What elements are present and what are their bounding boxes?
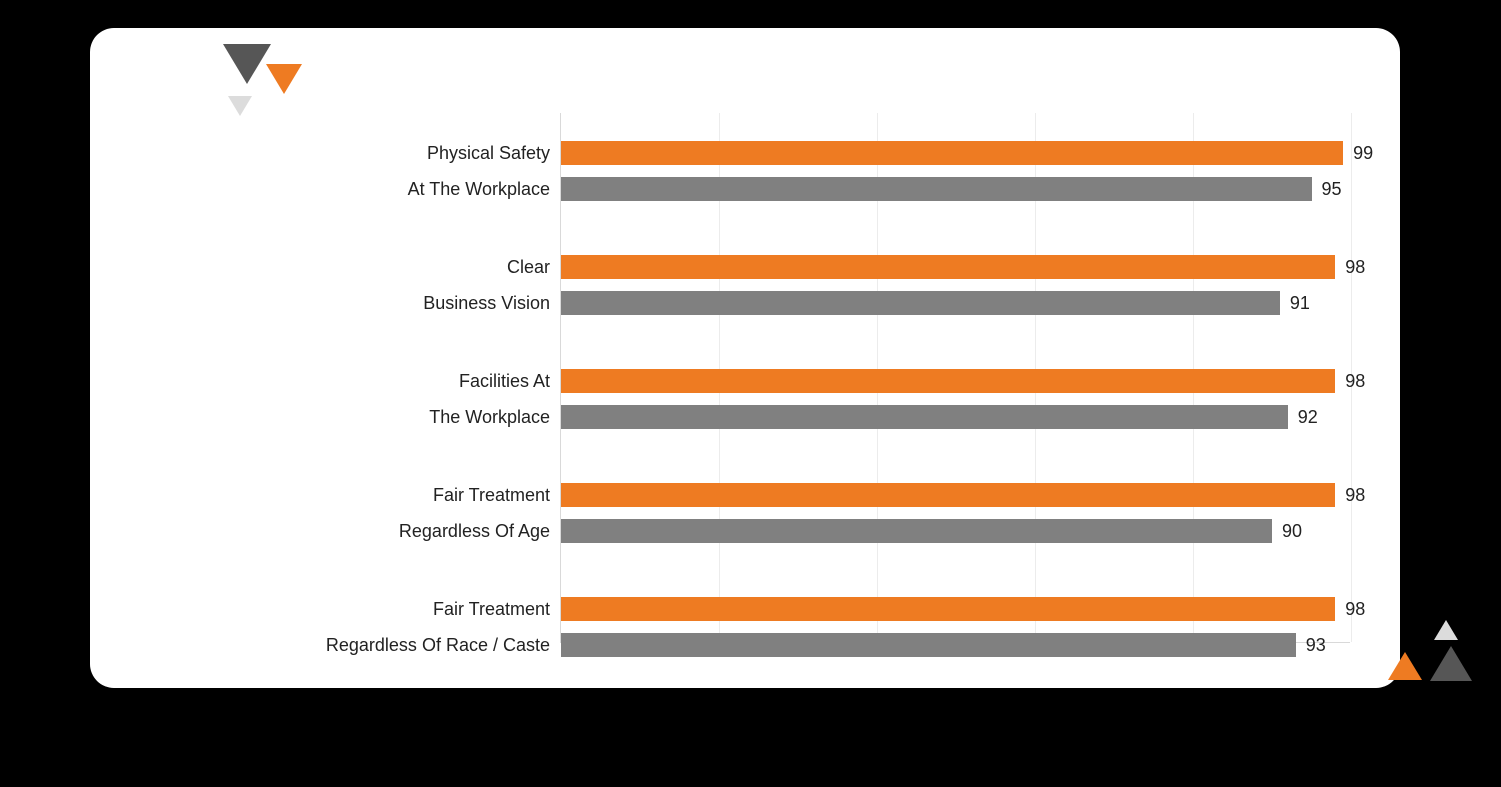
- chart-card: Physical Safety At The Workplace 99 95 Clear…: [90, 28, 1400, 688]
- group-label-line2: At The Workplace: [270, 177, 550, 201]
- bar-value-secondary: 95: [1322, 177, 1342, 201]
- tri-top-light: [228, 96, 252, 116]
- group-label-line1: Fair Treatment: [270, 483, 550, 507]
- bar-value-primary: 99: [1353, 141, 1373, 165]
- group-label-line1: Facilities At: [270, 369, 550, 393]
- tri-top-orange: [266, 64, 302, 94]
- bar-value-primary: 98: [1345, 483, 1365, 507]
- group-label-line1: Fair Treatment: [270, 597, 550, 621]
- bar-chart: Physical Safety At The Workplace 99 95 Clear…: [270, 113, 1370, 643]
- bar-value-secondary: 91: [1290, 291, 1310, 315]
- tri-bot-light: [1434, 620, 1458, 640]
- group-label-line2: Regardless Of Race / Caste: [270, 633, 550, 657]
- bar-primary: [561, 255, 1335, 279]
- group-label-line2: Business Vision: [270, 291, 550, 315]
- bar-value-primary: 98: [1345, 597, 1365, 621]
- bar-value-primary: 98: [1345, 255, 1365, 279]
- bar-secondary: [561, 177, 1312, 201]
- group-label-line1: Clear: [270, 255, 550, 279]
- bar-secondary: [561, 633, 1296, 657]
- bar-primary: [561, 597, 1335, 621]
- bar-primary: [561, 369, 1335, 393]
- bar-value-primary: 98: [1345, 369, 1365, 393]
- bar-primary: [561, 483, 1335, 507]
- chart-group: Facilities At The Workplace 98 92: [270, 369, 1370, 429]
- bar-value-secondary: 92: [1298, 405, 1318, 429]
- chart-group: Fair Treatment Regardless Of Age 98 90: [270, 483, 1370, 543]
- chart-group: Fair Treatment Regardless Of Race / Caste…: [270, 597, 1370, 657]
- bar-secondary: [561, 519, 1272, 543]
- bar-secondary: [561, 291, 1280, 315]
- group-label-line2: The Workplace: [270, 405, 550, 429]
- bar-value-secondary: 93: [1306, 633, 1326, 657]
- chart-group: Clear Business Vision 98 91: [270, 255, 1370, 315]
- group-label-line2: Regardless Of Age: [270, 519, 550, 543]
- tri-bot-dark: [1430, 646, 1472, 681]
- chart-group: Physical Safety At The Workplace 99 95: [270, 141, 1370, 201]
- tri-top-dark: [223, 44, 271, 84]
- bar-primary: [561, 141, 1343, 165]
- group-label-line1: Physical Safety: [270, 141, 550, 165]
- tri-bot-orange: [1388, 652, 1422, 680]
- bar-value-secondary: 90: [1282, 519, 1302, 543]
- bar-secondary: [561, 405, 1288, 429]
